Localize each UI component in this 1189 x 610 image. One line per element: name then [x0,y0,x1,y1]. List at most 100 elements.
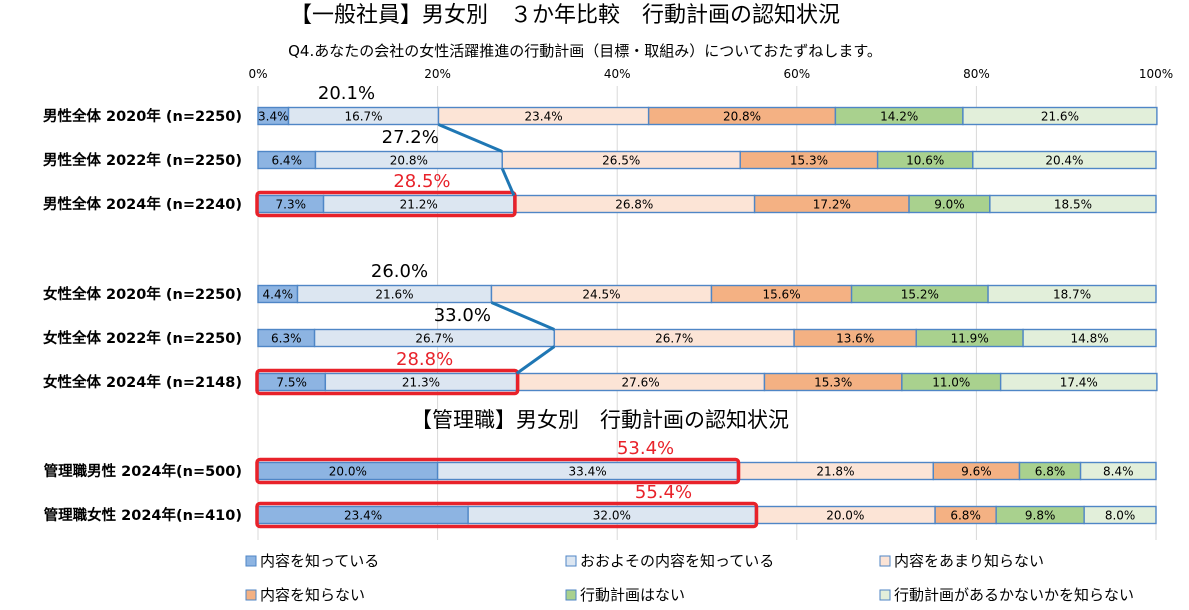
category-label: 管理職男性 2024年(n=500) [44,462,242,480]
bar-value-label: 24.5% [582,288,620,302]
legend-swatch [565,555,577,567]
bar-value-label: 26.8% [615,198,653,212]
connector-line [500,167,516,197]
bar-value-label: 7.3% [276,198,307,212]
category-label: 男性全体 2020年 (n=2250) [43,107,242,125]
bar-value-label: 20.0% [826,509,864,523]
bar-value-label: 20.0% [329,465,367,479]
bar-value-label: 10.6% [906,154,944,168]
bars: 男性全体 2020年 (n=2250) 3.4% 16.7% 23.4% 20.8% 14… [43,106,1158,529]
bar-value-label: 15.6% [762,288,800,302]
bar-value-label: 3.4% [258,110,289,124]
bar-value-label: 26.5% [602,154,640,168]
highlight-box [255,368,520,396]
highlight-box [255,457,741,485]
legend-label: 内容を知らない [260,586,365,604]
bar-value-label: 18.5% [1054,198,1092,212]
chart-subtitle: Q4.あなたの会社の女性活躍推進の行動計画（目標・取組み）についておたずねします… [288,42,882,60]
bar-segment [999,372,1158,392]
legend-label: 内容を知っている [260,552,379,570]
category-label: 男性全体 2024年 (n=2240) [43,195,242,213]
bar-value-label: 26.7% [415,332,453,346]
legend-label: 行動計画はない [580,586,685,604]
bar-segment [962,106,1158,126]
known-total-label: 55.4% [635,482,692,503]
bar-value-label: 8.4% [1103,465,1134,479]
bar-value-label: 14.8% [1070,332,1108,346]
bar-value-label: 9.0% [934,198,965,212]
connector-line [490,301,555,331]
known-total-label: 27.2% [382,127,439,148]
x-tick-label: 100% [1139,67,1173,81]
x-tick-label: 20% [424,67,451,81]
category-label: 女性全体 2020年 (n=2250) [43,285,242,303]
category-label: 女性全体 2022年 (n=2250) [43,329,242,347]
bar-segment [1083,505,1157,525]
bar-value-label: 26.7% [655,332,693,346]
bar-value-label: 9.8% [1025,509,1056,523]
bar-value-label: 4.4% [263,288,294,302]
legend-swatch [879,555,891,567]
bar-value-label: 6.8% [950,509,981,523]
section2-title: 【管理職】男女別 行動計画の認知状況 [411,408,789,432]
highlight-box [255,190,517,218]
total-labels: 20.1% 27.2% 28.5% 26.0% 33.0% 28.8% 53.4% 55.4% [318,83,692,503]
bar-value-label: 15.3% [790,154,828,168]
bar-segment [1079,461,1157,481]
bar-value-label: 7.5% [276,376,307,390]
bar-value-label: 15.2% [901,288,939,302]
bar-value-label: 33.4% [569,465,607,479]
bar-segment [1022,328,1157,348]
known-total-label: 33.0% [434,305,491,326]
legend-label: おおよその内容を知っている [580,552,774,570]
bar-value-label: 17.4% [1060,376,1098,390]
bar-value-label: 6.8% [1035,465,1066,479]
bar-value-label: 21.3% [402,376,440,390]
bar-value-label: 6.4% [271,154,302,168]
bar-value-label: 18.7% [1053,288,1091,302]
known-total-label: 20.1% [318,83,375,104]
highlight-box [255,501,759,529]
bar-value-label: 32.0% [593,509,631,523]
bar-value-label: 14.2% [880,110,918,124]
x-axis-ticks: 0% 20% 40% 60% 80% 100% [248,67,1173,81]
connector-line [515,345,556,375]
bar-value-label: 21.2% [400,198,438,212]
known-total-label: 26.0% [371,261,428,282]
connectors [437,123,556,375]
x-tick-label: 60% [783,67,810,81]
connector-line [437,123,503,153]
x-tick-label: 0% [248,67,267,81]
bar-value-label: 23.4% [344,509,382,523]
bar-value-label: 21.8% [816,465,854,479]
bar-segment [987,284,1157,304]
bar-value-label: 23.4% [525,110,563,124]
legend-label: 行動計画があるかないかを知らない [894,586,1134,604]
legend-swatch [245,555,257,567]
bar-value-label: 20.4% [1045,154,1083,168]
bar-value-label: 13.6% [836,332,874,346]
known-total-label: 28.8% [396,349,453,370]
legend-label: 内容をあまり知らない [894,552,1044,570]
legend-swatch [245,589,257,601]
bar-value-label: 21.6% [1041,110,1079,124]
bar-value-label: 16.7% [344,110,382,124]
bar-value-label: 9.6% [961,465,992,479]
bar-segment [972,150,1157,170]
chart-title: 【一般社員】男女別 ３か年比較 行動計画の認知状況 [290,3,840,28]
known-total-label: 28.5% [393,171,450,192]
bar-value-label: 8.0% [1105,509,1136,523]
legend-swatch [565,589,577,601]
bar-value-label: 11.0% [932,376,970,390]
bar-value-label: 21.6% [375,288,413,302]
bar-value-label: 27.6% [621,376,659,390]
bar-value-label: 11.9% [951,332,989,346]
category-label: 管理職女性 2024年(n=410) [44,506,242,524]
x-tick-label: 80% [963,67,990,81]
legend-swatch [879,589,891,601]
bar-value-label: 15.3% [814,376,852,390]
x-tick-label: 40% [604,67,631,81]
bar-segment [989,194,1157,214]
bar-value-label: 20.8% [390,154,428,168]
